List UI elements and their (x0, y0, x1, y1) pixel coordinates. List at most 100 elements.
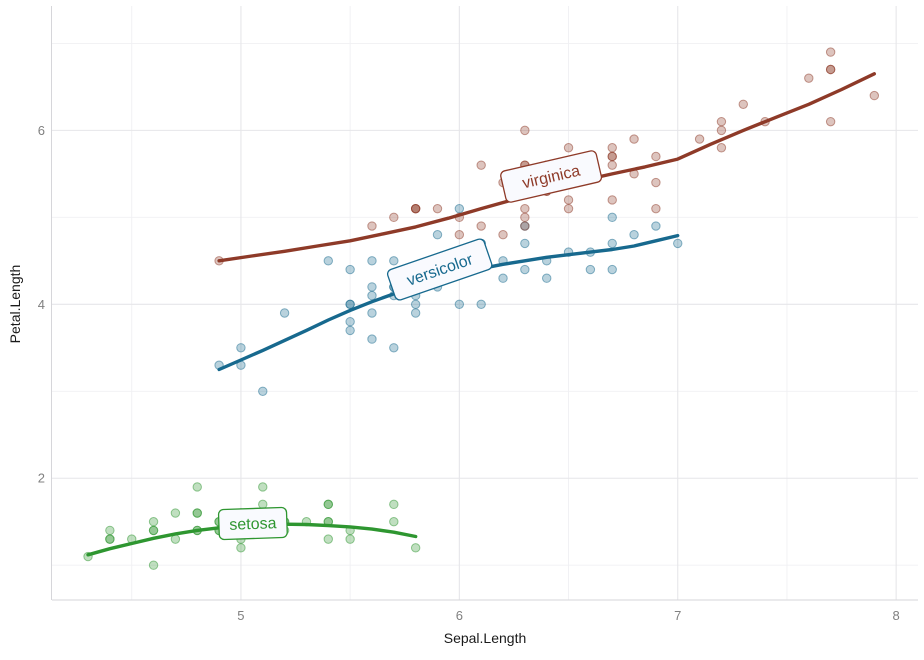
data-point-virginica (563, 143, 574, 153)
data-point-virginica (716, 143, 727, 153)
x-tick-label: 8 (893, 608, 900, 623)
data-point-versicolor (410, 308, 421, 318)
data-point-versicolor (629, 230, 639, 240)
virginica-label: virginica (500, 150, 603, 203)
y-tick-label: 2 (38, 471, 45, 486)
data-point-versicolor (607, 212, 617, 223)
data-point-virginica (651, 151, 661, 162)
x-tick-label: 6 (456, 608, 463, 623)
x-axis-title: Sepal.Length (443, 630, 527, 646)
data-point-versicolor (498, 273, 508, 283)
data-point-versicolor (345, 325, 355, 336)
data-point-virginica (694, 134, 705, 144)
versicolor-label: versicolor (386, 238, 493, 301)
data-point-virginica (498, 230, 508, 240)
data-point-setosa (258, 482, 268, 492)
data-point-versicolor (389, 343, 399, 353)
data-point-setosa (105, 534, 115, 544)
data-point-virginica (716, 116, 727, 127)
y-axis-title: Petal.Length (7, 264, 23, 344)
data-point-virginica (651, 177, 661, 188)
data-point-versicolor (476, 299, 486, 310)
data-point-versicolor (410, 299, 421, 310)
data-point-setosa (170, 508, 181, 518)
setosa-label-box (217, 506, 288, 541)
data-point-setosa (410, 543, 421, 553)
data-point-virginica (520, 125, 530, 136)
data-point-versicolor (345, 299, 355, 310)
data-point-setosa (389, 517, 399, 527)
y-tick-labels: 2 4 6 (38, 123, 45, 486)
data-point-versicolor (367, 308, 377, 318)
data-point-versicolor (258, 386, 268, 396)
data-point-versicolor (279, 308, 290, 318)
data-point-virginica (454, 230, 465, 240)
data-point-versicolor (607, 238, 617, 249)
data-point-versicolor (520, 264, 530, 275)
data-point-setosa (323, 534, 333, 544)
data-point-virginica (607, 160, 617, 170)
y-tick-label: 6 (38, 123, 45, 138)
data-point-setosa (148, 525, 159, 536)
data-point-versicolor (345, 264, 355, 275)
data-point-versicolor (345, 316, 355, 327)
points-versicolor (214, 203, 683, 396)
x-tick-label: 5 (237, 608, 244, 623)
data-point-virginica (607, 195, 617, 205)
setosa-label: setosa (217, 506, 288, 541)
data-point-setosa (389, 499, 399, 510)
data-point-versicolor (651, 221, 661, 231)
data-point-versicolor (454, 203, 465, 214)
data-point-virginica (367, 221, 377, 231)
data-point-virginica (389, 212, 399, 223)
data-point-virginica (651, 203, 661, 214)
data-point-versicolor (367, 334, 377, 344)
data-point-virginica (410, 203, 421, 214)
data-point-versicolor (236, 343, 246, 353)
data-point-virginica (563, 195, 574, 205)
data-point-versicolor (673, 238, 683, 249)
data-point-virginica (804, 73, 814, 83)
data-point-versicolor (389, 256, 399, 266)
data-point-setosa (258, 499, 268, 510)
data-point-versicolor (585, 264, 596, 275)
data-point-virginica (825, 47, 836, 57)
data-point-virginica (476, 221, 486, 231)
data-point-versicolor (432, 230, 443, 240)
y-tick-label: 4 (38, 297, 45, 312)
data-point-setosa (192, 508, 202, 518)
data-point-virginica (607, 151, 617, 162)
setosa-label-text: setosa (229, 515, 277, 534)
data-point-versicolor (367, 282, 377, 292)
data-point-virginica (825, 64, 836, 75)
data-point-versicolor (323, 256, 333, 266)
data-point-virginica (520, 221, 530, 231)
data-point-virginica (563, 203, 574, 214)
data-point-virginica (825, 116, 836, 127)
virginica-label-box (500, 150, 603, 203)
data-point-versicolor (520, 238, 530, 249)
data-point-virginica (869, 90, 880, 101)
versicolor-label-box (386, 238, 493, 301)
data-point-setosa (192, 482, 202, 492)
data-point-virginica (432, 203, 443, 214)
data-point-virginica (629, 134, 639, 144)
data-point-versicolor (367, 290, 377, 301)
data-point-setosa (148, 560, 159, 570)
x-tick-label: 7 (674, 608, 681, 623)
data-point-setosa (105, 525, 115, 536)
data-point-versicolor (542, 273, 552, 283)
data-point-virginica (520, 212, 530, 223)
data-point-virginica (520, 203, 530, 214)
grid-minor (52, 6, 918, 600)
data-point-versicolor (367, 256, 377, 266)
data-point-setosa (345, 534, 355, 544)
data-point-virginica (738, 99, 748, 109)
data-point-setosa (148, 517, 159, 527)
data-point-virginica (476, 160, 486, 170)
data-point-virginica (607, 143, 617, 153)
data-point-virginica (716, 125, 727, 136)
points-virginica (214, 47, 880, 266)
